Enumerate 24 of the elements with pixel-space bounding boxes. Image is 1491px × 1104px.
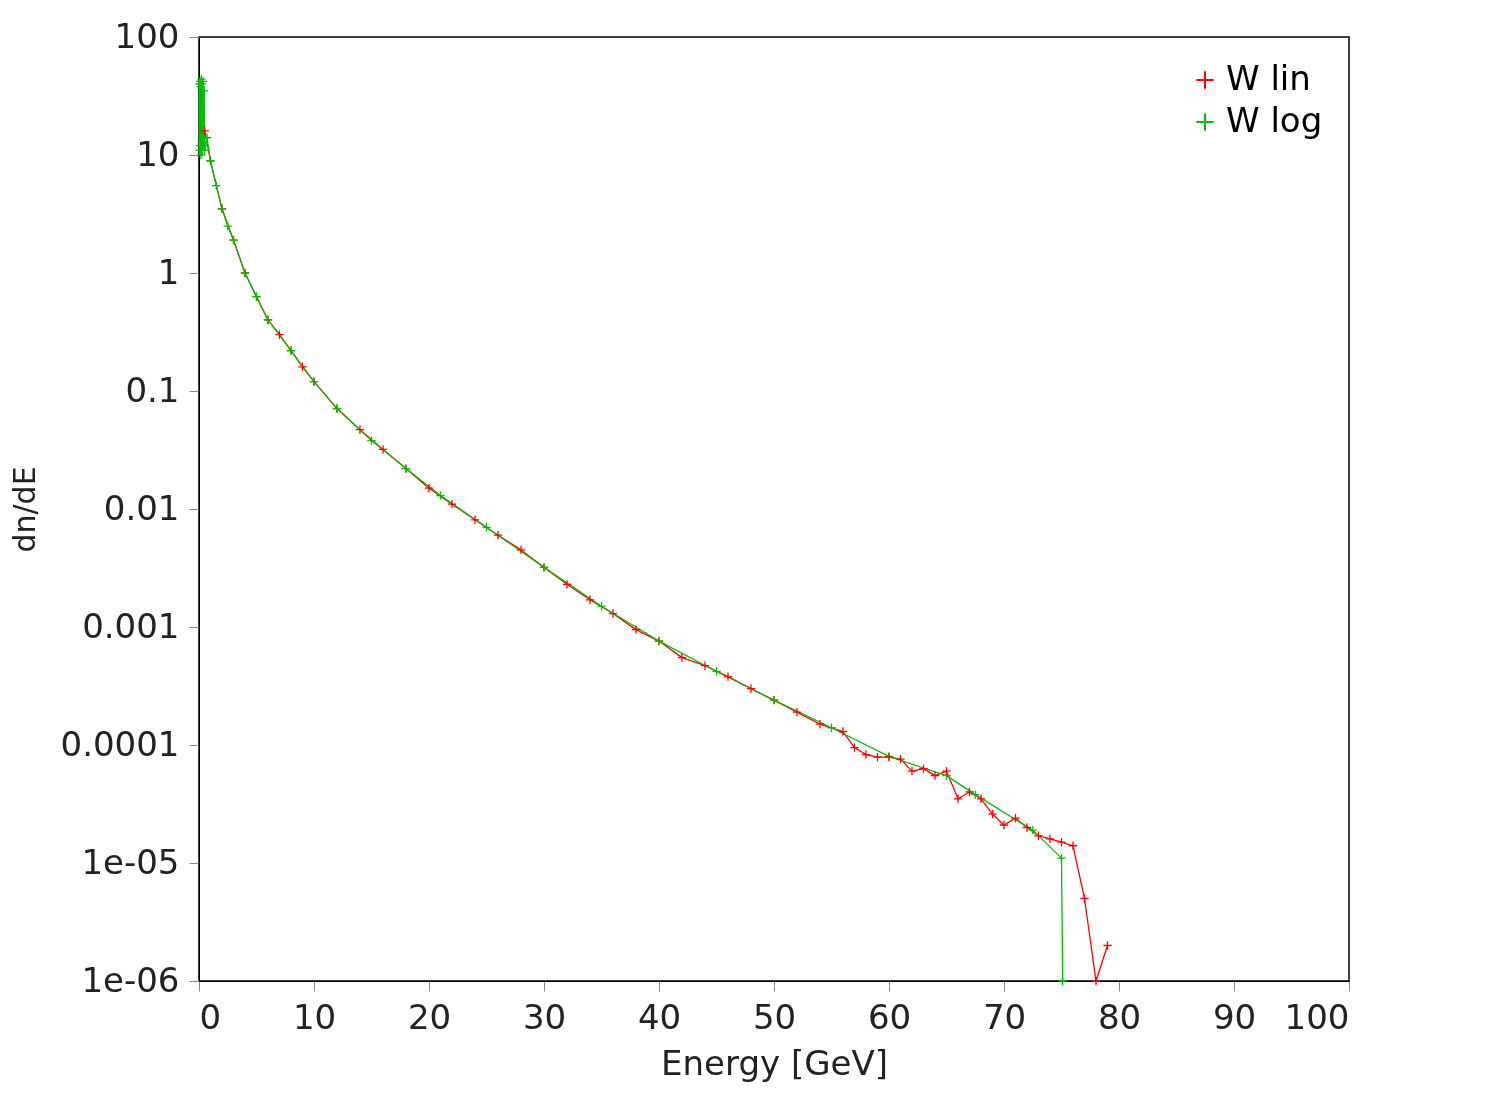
- y-tick-label: 1e-06: [81, 959, 180, 1000]
- x-tick-label: 70: [982, 996, 1027, 1037]
- y-tick-label: 1: [157, 251, 180, 292]
- y-tick-label: 0.01: [103, 487, 180, 528]
- y-tick-label: 10: [136, 133, 180, 174]
- x-tick-label: 30: [522, 996, 567, 1037]
- y-tick-label: 0.001: [82, 605, 180, 646]
- x-tick-label: 50: [752, 996, 797, 1037]
- x-tick-label: 60: [867, 996, 912, 1037]
- x-axis-title: Energy [GeV]: [661, 1042, 888, 1083]
- y-axis-title: dn/dE: [6, 466, 42, 553]
- x-tick-label: 10: [292, 996, 337, 1037]
- x-tick-label: 20: [407, 996, 452, 1037]
- y-tick-label: 0.0001: [60, 723, 180, 764]
- y-tick-label: 100: [114, 15, 180, 56]
- x-tick-label: 90: [1212, 996, 1257, 1037]
- x-tick-label: 100: [1284, 996, 1350, 1037]
- y-tick-label: 0.1: [125, 369, 180, 410]
- x-tick-label: 40: [637, 996, 682, 1037]
- x-tick-label: 0: [199, 996, 222, 1037]
- y-tick-label: 1e-05: [81, 841, 180, 882]
- legend-label: W lin: [1226, 58, 1311, 98]
- legend-label: W log: [1226, 100, 1323, 140]
- x-tick-label: 80: [1097, 996, 1142, 1037]
